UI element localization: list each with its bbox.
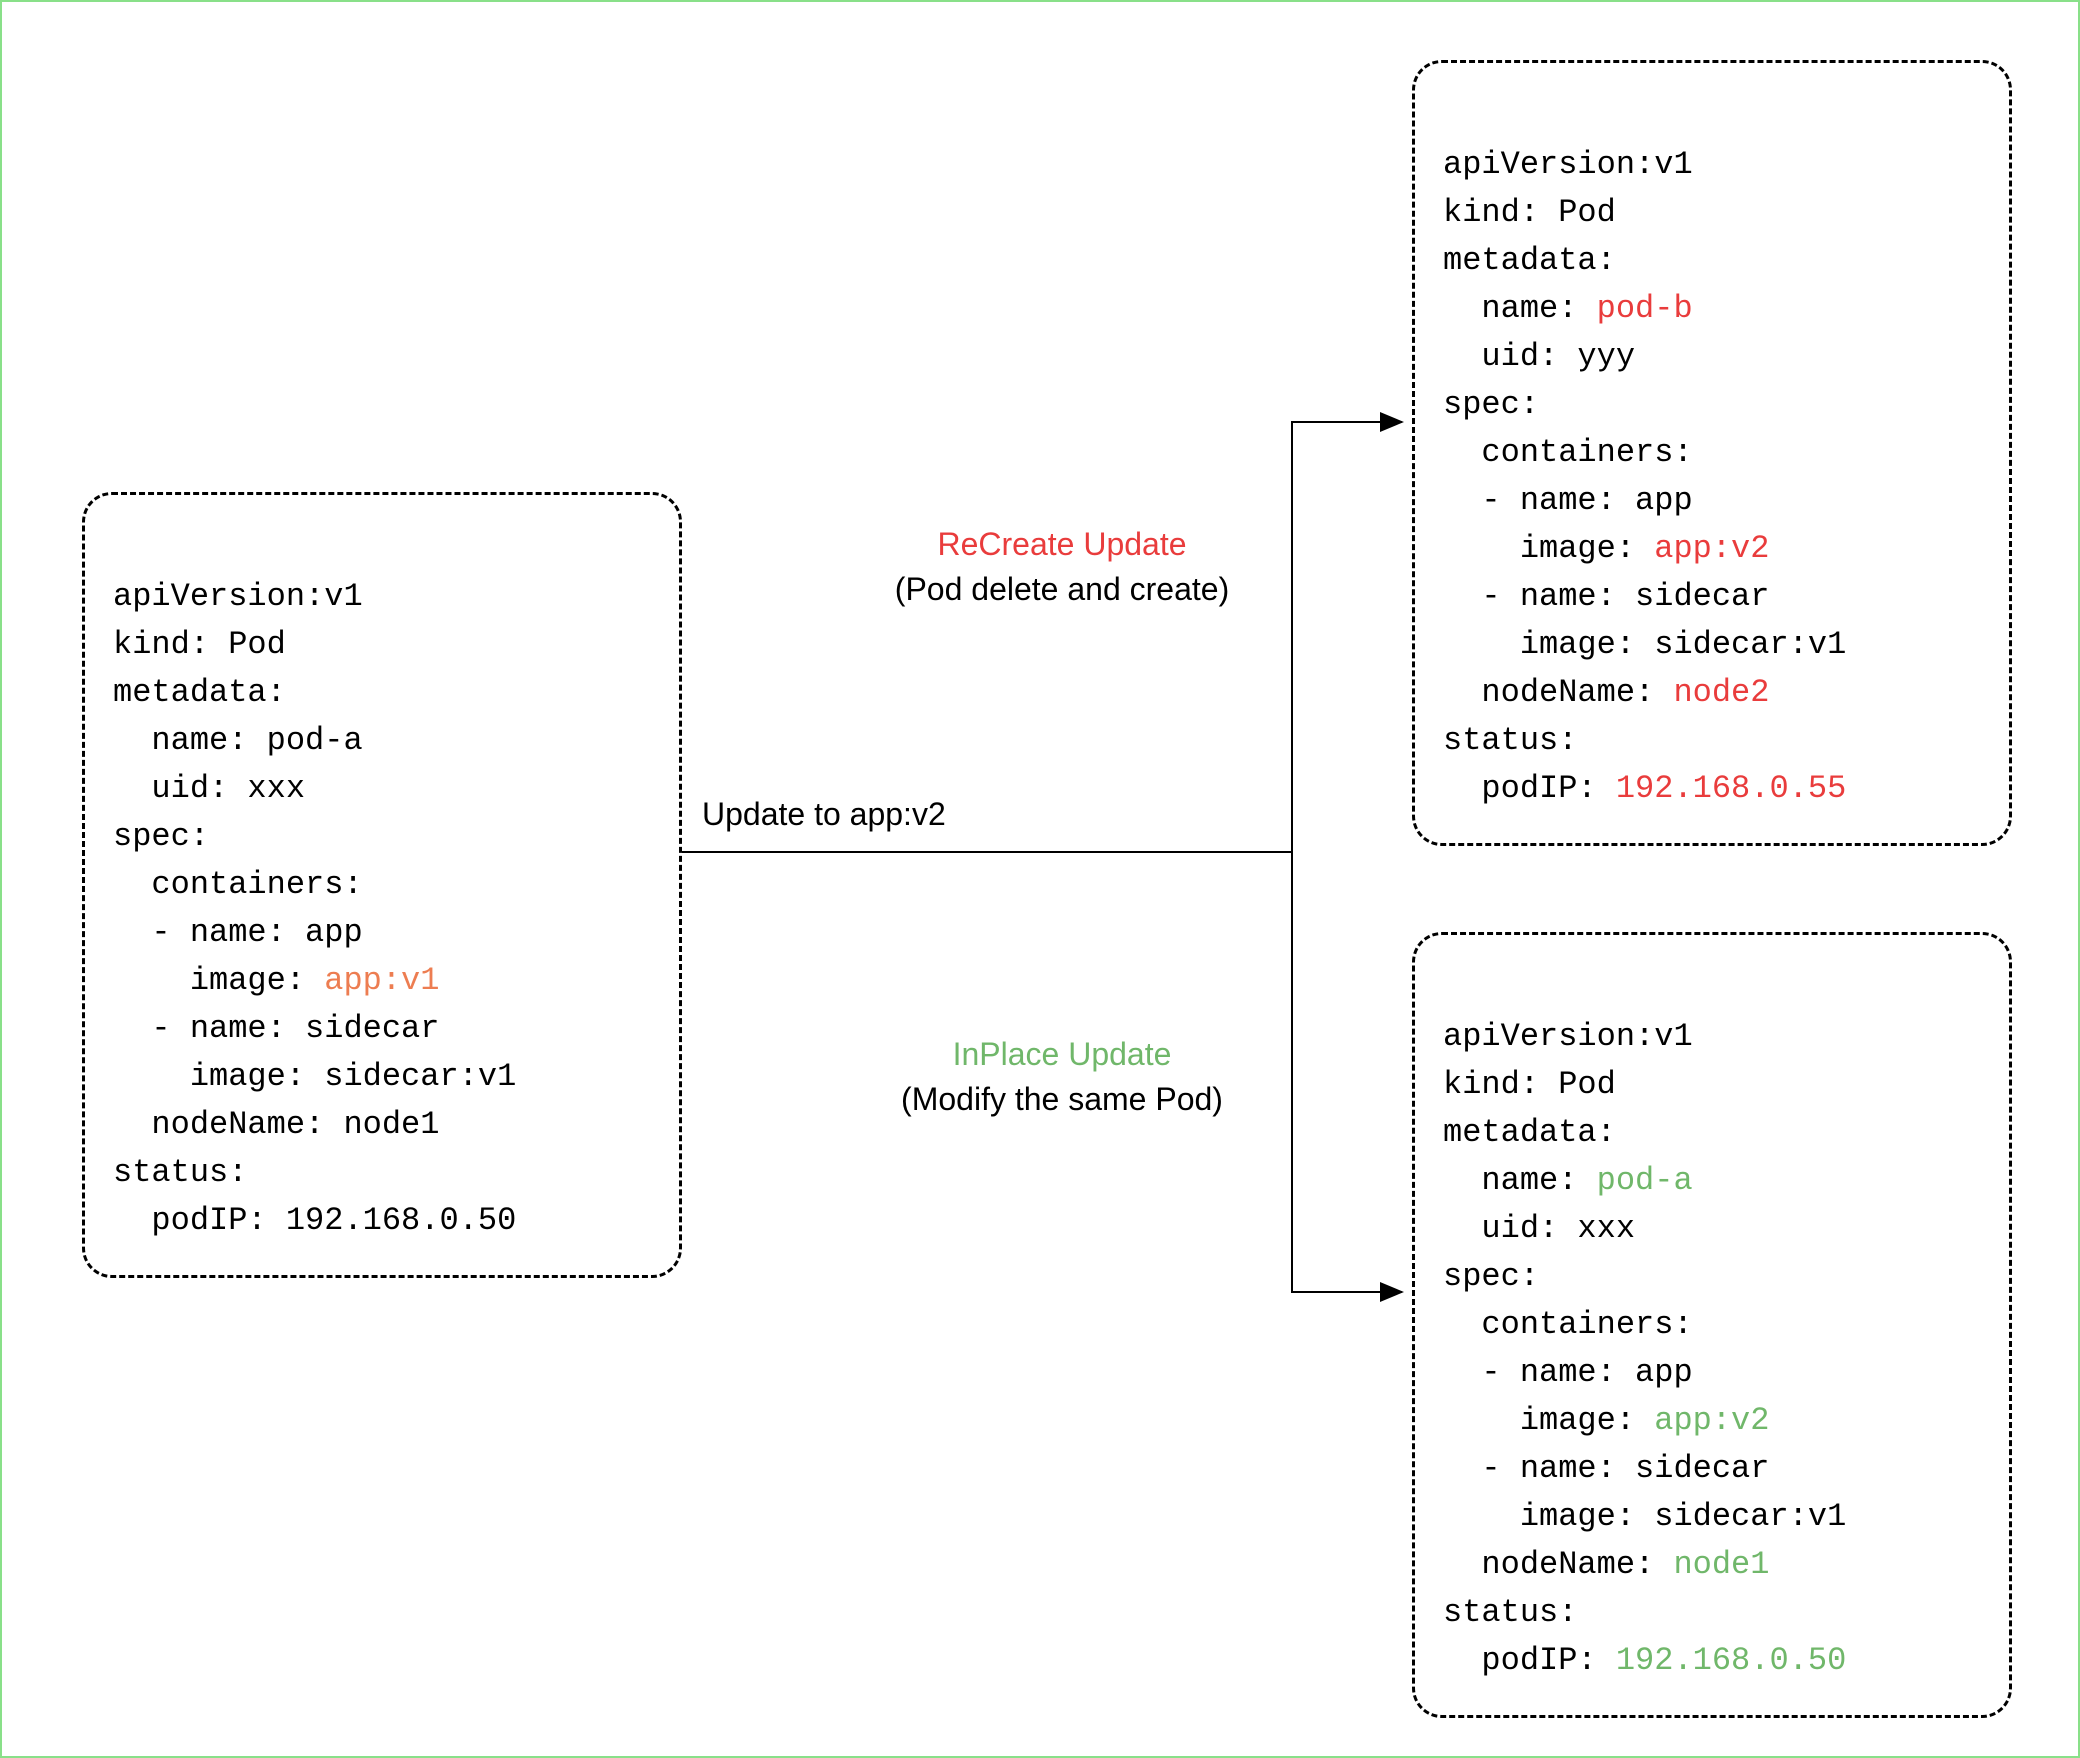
yaml-line: apiVersion:v1 bbox=[1443, 1018, 1693, 1055]
yaml-line: image: sidecar:v1 bbox=[1443, 1498, 1846, 1535]
yaml-val: node1 bbox=[343, 1106, 439, 1143]
yaml-val: pod-a bbox=[267, 722, 363, 759]
label-title: InPlace Update bbox=[953, 1036, 1172, 1072]
yaml-val-highlight: pod-b bbox=[1597, 290, 1693, 327]
yaml-line: apiVersion:v1 bbox=[113, 578, 363, 615]
yaml-val-highlight: app:v1 bbox=[324, 962, 439, 999]
yaml-line: - name: sidecar bbox=[1443, 1450, 1769, 1487]
yaml-line: image: sidecar:v1 bbox=[1443, 626, 1846, 663]
yaml-line: apiVersion:v1 bbox=[1443, 146, 1693, 183]
yaml-line: containers: bbox=[1443, 434, 1693, 471]
yaml-line: metadata: bbox=[113, 674, 286, 711]
yaml-key: nodeName: bbox=[113, 1106, 343, 1143]
yaml-line: - name: sidecar bbox=[1443, 578, 1769, 615]
pod-box-inplace: apiVersion:v1 kind: Pod metadata: name: … bbox=[1412, 932, 2012, 1718]
yaml-line: uid: xxx bbox=[113, 770, 305, 807]
label-sub: (Pod delete and create) bbox=[895, 571, 1229, 607]
yaml-line: - name: app bbox=[1443, 482, 1693, 519]
yaml-key: podIP: bbox=[1443, 770, 1616, 807]
yaml-key: nodeName: bbox=[1443, 1546, 1673, 1583]
yaml-key: image: bbox=[1443, 1402, 1654, 1439]
yaml-line: containers: bbox=[113, 866, 363, 903]
yaml-line: - name: app bbox=[1443, 1354, 1693, 1391]
yaml-val-highlight: 192.168.0.55 bbox=[1616, 770, 1846, 807]
yaml-line: kind: Pod bbox=[1443, 1066, 1616, 1103]
yaml-line: image: sidecar:v1 bbox=[113, 1058, 516, 1095]
yaml-val-highlight: app:v2 bbox=[1654, 1402, 1769, 1439]
yaml-line: status: bbox=[1443, 722, 1577, 759]
label-inplace: InPlace Update (Modify the same Pod) bbox=[832, 1032, 1292, 1122]
label-sub: (Modify the same Pod) bbox=[901, 1081, 1223, 1117]
yaml-key: name: bbox=[113, 722, 267, 759]
label-title: ReCreate Update bbox=[937, 526, 1186, 562]
yaml-val-highlight: pod-a bbox=[1597, 1162, 1693, 1199]
yaml-line: metadata: bbox=[1443, 242, 1616, 279]
yaml-line: metadata: bbox=[1443, 1114, 1616, 1151]
yaml-val-highlight: node1 bbox=[1673, 1546, 1769, 1583]
label-update-to: Update to app:v2 bbox=[702, 792, 1042, 837]
yaml-key: name: bbox=[1443, 290, 1597, 327]
arrow-branch-inplace bbox=[1292, 852, 1402, 1292]
yaml-key: nodeName: bbox=[1443, 674, 1673, 711]
yaml-line: - name: sidecar bbox=[113, 1010, 439, 1047]
yaml-line: kind: Pod bbox=[113, 626, 286, 663]
diagram-canvas: apiVersion:v1 kind: Pod metadata: name: … bbox=[2, 2, 2080, 1756]
yaml-line: spec: bbox=[1443, 386, 1539, 423]
yaml-val-highlight: app:v2 bbox=[1654, 530, 1769, 567]
label-recreate: ReCreate Update (Pod delete and create) bbox=[832, 522, 1292, 612]
label-text: Update to app:v2 bbox=[702, 796, 946, 832]
yaml-key: image: bbox=[113, 962, 324, 999]
yaml-val-highlight: 192.168.0.50 bbox=[1616, 1642, 1846, 1679]
yaml-val: 192.168.0.50 bbox=[286, 1202, 516, 1239]
yaml-line: spec: bbox=[113, 818, 209, 855]
yaml-key: podIP: bbox=[113, 1202, 286, 1239]
yaml-line: status: bbox=[1443, 1594, 1577, 1631]
yaml-key: image: bbox=[1443, 530, 1654, 567]
yaml-line: uid: xxx bbox=[1443, 1210, 1635, 1247]
yaml-key: name: bbox=[1443, 1162, 1597, 1199]
yaml-val-highlight: node2 bbox=[1673, 674, 1769, 711]
yaml-line: status: bbox=[113, 1154, 247, 1191]
yaml-key: podIP: bbox=[1443, 1642, 1616, 1679]
arrow-branch-recreate bbox=[1292, 422, 1402, 852]
yaml-line: spec: bbox=[1443, 1258, 1539, 1295]
pod-box-source: apiVersion:v1 kind: Pod metadata: name: … bbox=[82, 492, 682, 1278]
yaml-line: kind: Pod bbox=[1443, 194, 1616, 231]
pod-box-recreate: apiVersion:v1 kind: Pod metadata: name: … bbox=[1412, 60, 2012, 846]
yaml-line: - name: app bbox=[113, 914, 363, 951]
yaml-line: containers: bbox=[1443, 1306, 1693, 1343]
yaml-line: uid: yyy bbox=[1443, 338, 1635, 375]
